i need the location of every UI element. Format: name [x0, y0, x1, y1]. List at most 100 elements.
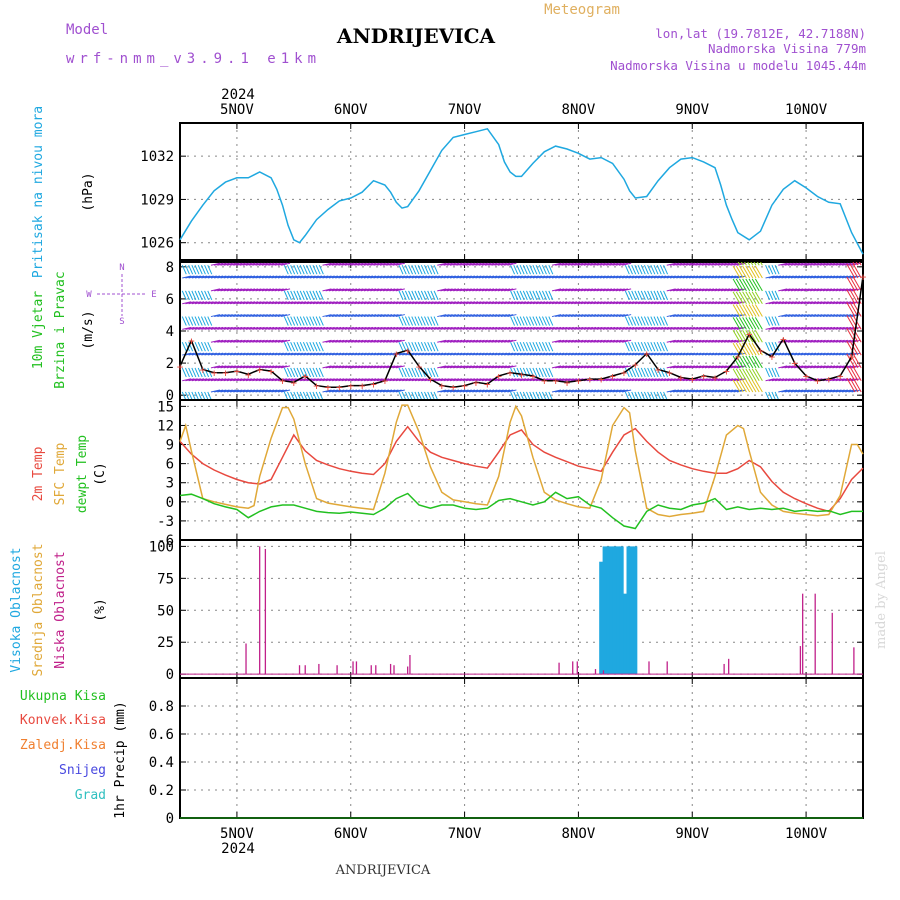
wind-arrow: [494, 365, 504, 369]
wind-arrow: [669, 262, 680, 266]
wind-speed-point: +: [769, 351, 776, 364]
wind-arrow: [255, 326, 265, 330]
wind-arrow: [650, 316, 656, 326]
wind-arrow: [287, 301, 297, 305]
wind-arrow: [647, 367, 653, 378]
wind-arrow: [730, 378, 740, 382]
wind-arrow: [682, 389, 692, 393]
wind-arrow: [249, 314, 259, 318]
wind-arrow: [832, 365, 842, 369]
wind-arrow: [698, 262, 708, 266]
wind-arrow: [711, 339, 721, 343]
wind-arrow: [217, 352, 227, 356]
wind-arrow: [813, 378, 823, 382]
wind-arrow: [210, 389, 221, 393]
wind-arrow: [765, 342, 771, 352]
wind-arrow: [233, 301, 243, 305]
wind-arrow: [271, 314, 281, 318]
wind-barbs: [181, 262, 862, 400]
wind-arrow: [596, 365, 606, 369]
wind-arrow: [787, 262, 797, 266]
wind-arrow: [214, 365, 224, 369]
wind-arrow: [852, 302, 862, 317]
wind-arrow: [541, 290, 547, 301]
wind-arrow: [427, 290, 433, 301]
wind-arrow: [586, 365, 597, 369]
wind-arrow: [185, 352, 195, 356]
wind-arrow: [803, 365, 813, 369]
wind-arrow: [574, 326, 584, 330]
wind-arrow: [312, 290, 318, 301]
wind-arrow: [204, 290, 210, 301]
wind-arrow: [555, 339, 565, 343]
wind-arrow: [494, 314, 504, 318]
wind-arrow: [615, 339, 625, 343]
wind-arrow: [778, 326, 788, 330]
wind-arrow: [191, 367, 197, 378]
wind-arrow: [182, 326, 192, 330]
wind-arrow: [826, 314, 836, 318]
y-tick-label: 0.4: [149, 755, 174, 771]
wind-arrow: [386, 262, 396, 266]
wind-arrow: [191, 290, 197, 301]
wind-arrow: [309, 290, 315, 301]
wind-arrow: [411, 301, 421, 305]
wind-arrow: [437, 339, 447, 343]
wind-arrow: [701, 301, 711, 305]
wind-arrow: [265, 301, 275, 305]
wind-arrow: [634, 316, 640, 326]
wind-arrow: [261, 352, 272, 356]
wind-arrow: [806, 389, 817, 393]
wind-arrow: [615, 365, 625, 369]
wind-arrow: [469, 301, 479, 305]
wind-arrow: [574, 275, 584, 279]
wind-arrow: [637, 290, 643, 301]
wind-arrow: [739, 278, 747, 292]
wind-arrow: [612, 339, 622, 343]
wind-arrow: [277, 352, 288, 356]
wind-arrow: [233, 378, 243, 382]
wind-arrow: [293, 290, 299, 301]
wind-arrow: [500, 301, 511, 305]
wind-arrow: [217, 326, 227, 330]
wind-arrow: [405, 275, 415, 279]
wind-arrow: [207, 378, 217, 382]
high-cloud-bar: [633, 546, 638, 675]
wind-arrow: [319, 301, 329, 305]
wind-arrow: [849, 263, 859, 279]
wind-arrow: [685, 326, 695, 330]
wind-arrow: [735, 291, 744, 304]
wind-arrow: [631, 265, 637, 275]
wind-arrow: [201, 352, 211, 356]
legend-ukupna: Ukupna Kisa: [20, 689, 106, 704]
wind-arrow: [797, 389, 807, 393]
wind-arrow: [242, 352, 252, 356]
wind-arrow: [198, 378, 208, 382]
wind-arrow: [293, 301, 303, 305]
wind-arrow: [819, 314, 829, 318]
wind-speed-point: +: [609, 370, 616, 383]
wind-arrow: [790, 262, 801, 266]
wind-arrow: [200, 342, 206, 352]
wind-arrow: [510, 265, 516, 275]
wind-arrow: [771, 326, 782, 330]
wind-arrow: [733, 339, 743, 343]
wind-arrow: [367, 365, 377, 369]
wind-arrow: [277, 365, 288, 369]
wind-arrow: [835, 262, 845, 266]
wind-arrow: [261, 365, 272, 369]
wind-arrow: [851, 389, 861, 393]
wind-arrow: [188, 275, 198, 279]
wind-arrow: [280, 275, 291, 279]
wind-arrow: [852, 276, 862, 292]
wind-arrow: [344, 365, 354, 369]
wind-arrow: [732, 278, 741, 292]
wind-arrow: [185, 275, 195, 279]
wind-arrow: [590, 262, 600, 266]
wind-arrow: [733, 301, 743, 305]
wind-arrow: [679, 365, 689, 369]
wind-arrow: [319, 275, 329, 279]
wind-arrow: [255, 262, 265, 266]
wind-arrow: [418, 275, 428, 279]
